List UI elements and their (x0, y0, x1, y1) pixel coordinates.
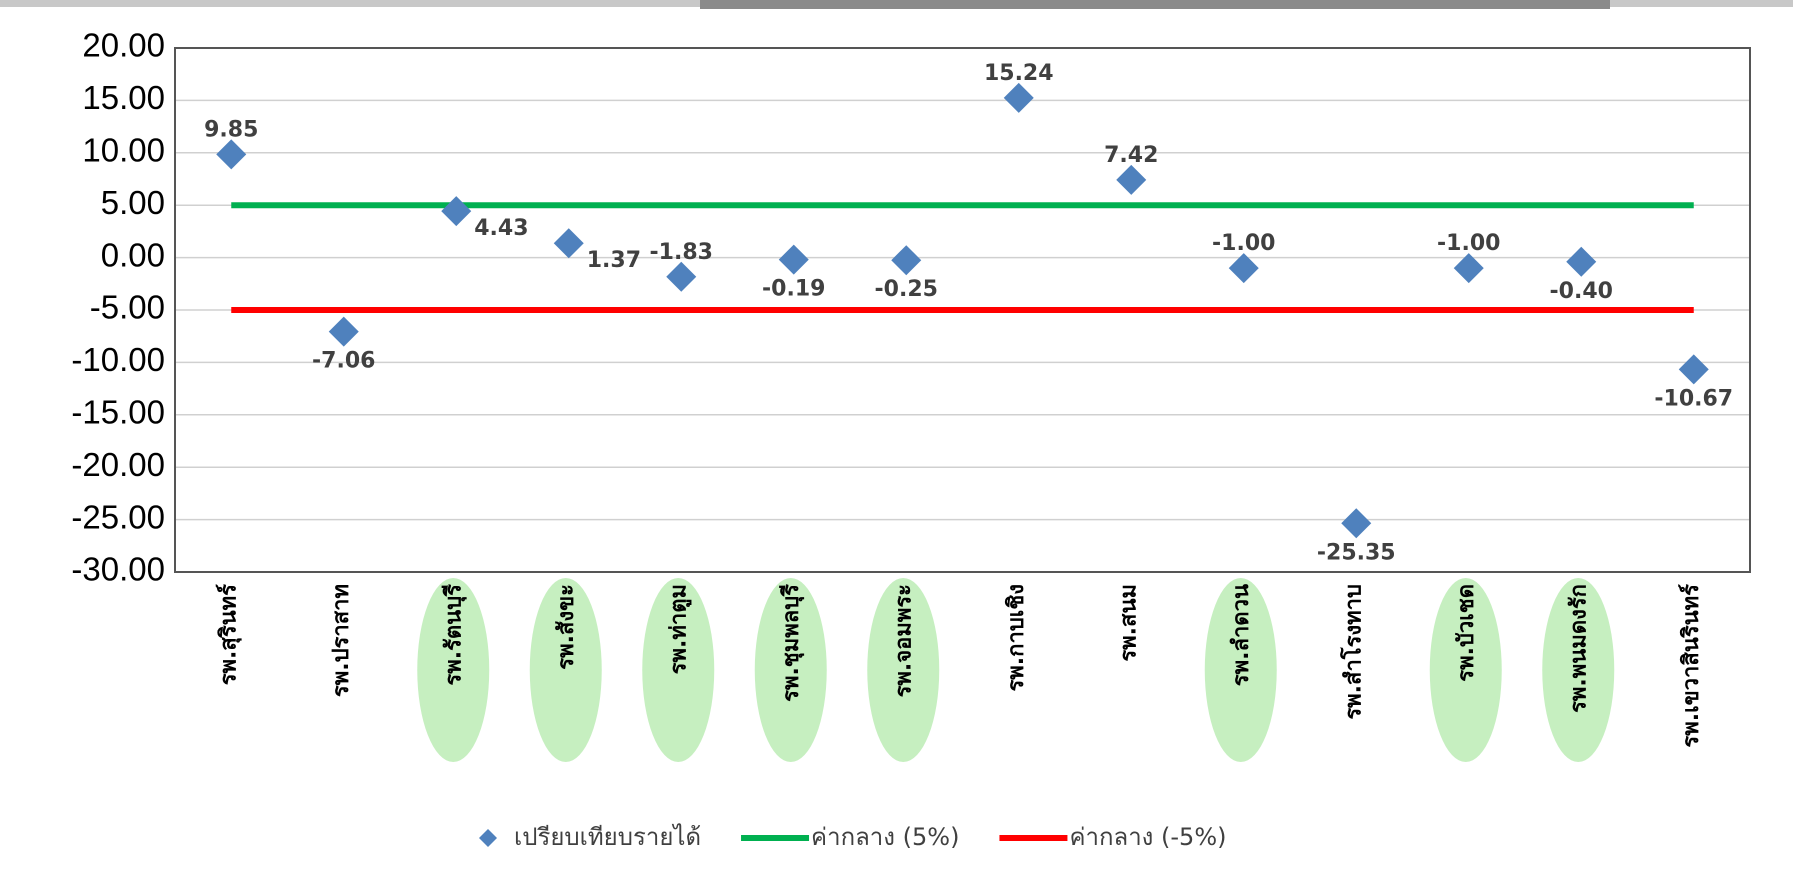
data-label: -10.67 (1654, 386, 1733, 411)
y-tick-label: 5.00 (101, 184, 165, 221)
x-tick-label: รพ.กาบเชิง (1004, 584, 1029, 692)
data-point (553, 228, 584, 259)
data-point (441, 196, 472, 227)
y-tick-label: 15.00 (82, 79, 165, 116)
data-point (1453, 253, 1484, 284)
data-point (891, 245, 922, 276)
y-tick-label: -10.00 (71, 341, 165, 378)
category-highlight (1542, 578, 1615, 762)
x-tick-label: รพ.บัวเชด (1454, 584, 1479, 682)
data-point (216, 139, 247, 170)
data-point (1003, 82, 1034, 113)
data-label: 9.85 (204, 117, 258, 142)
top-bar-tab (700, 0, 1610, 9)
legend-marker (479, 829, 497, 847)
data-label: -1.00 (1437, 231, 1500, 256)
y-tick-label: -25.00 (71, 498, 165, 535)
data-label: 7.42 (1104, 143, 1158, 168)
legend-label: ค่ากลาง (-5%) (1069, 823, 1226, 851)
data-label: -1.00 (1212, 231, 1275, 256)
data-label: 15.24 (984, 61, 1054, 86)
x-tick-label: รพ.สุรินทร์ (215, 584, 242, 685)
category-highlight (1204, 578, 1277, 762)
legend-label: ค่ากลาง (5%) (811, 823, 959, 851)
data-label: -1.83 (650, 240, 713, 265)
data-point (1228, 253, 1259, 284)
data-label: -7.06 (312, 349, 375, 374)
category-highlight (754, 578, 827, 762)
data-point (1566, 246, 1597, 277)
x-tick-label: รพ.สังขะ (554, 584, 579, 670)
x-tick-label: รพ.เขวาสินรินทร์ (1678, 584, 1704, 748)
x-tick-label: รพ.พนมดงรัก (1566, 584, 1591, 713)
y-tick-label: -15.00 (71, 394, 165, 431)
data-label: -0.19 (762, 277, 825, 302)
data-point (1116, 164, 1147, 195)
data-point (778, 244, 809, 275)
x-tick-label: รพ.ท่าตูม (666, 584, 692, 674)
x-tick-label: รพ.จอมพระ (891, 584, 916, 697)
data-label: 4.43 (474, 216, 528, 241)
y-tick-label: -5.00 (90, 289, 165, 326)
data-label: 1.37 (587, 248, 641, 273)
data-label: -0.40 (1550, 279, 1613, 304)
category-highlight (867, 578, 940, 762)
category-highlight (642, 578, 715, 762)
y-tick-label: 20.00 (82, 27, 165, 64)
plot-border (174, 47, 1751, 573)
category-highlight (417, 578, 490, 762)
x-tick-label: รพ.สนม (1116, 584, 1141, 662)
data-point (1341, 508, 1372, 539)
x-tick-label: รพ.สำโรงทาบ (1339, 584, 1366, 720)
x-tick-label: รพ.ปราสาท (329, 584, 354, 697)
data-point (666, 261, 697, 292)
data-point (328, 316, 359, 347)
x-tick-label: รพ.ชุมพลบุรี (779, 584, 805, 702)
legend-label: เปรียบเทียบรายได้ (514, 823, 701, 851)
x-tick-label: รพ.รัตนบุรี (441, 584, 467, 686)
data-point (1678, 354, 1709, 385)
category-highlight (529, 578, 602, 762)
data-label: -25.35 (1317, 540, 1396, 565)
y-tick-label: -20.00 (71, 446, 165, 483)
x-tick-label: รพ.ลำดวน (1229, 584, 1254, 686)
y-tick-label: 10.00 (82, 132, 165, 169)
y-tick-label: 0.00 (101, 236, 165, 273)
data-label: -0.25 (875, 277, 938, 302)
category-highlight (1429, 578, 1502, 762)
y-tick-label: -30.00 (71, 551, 165, 588)
